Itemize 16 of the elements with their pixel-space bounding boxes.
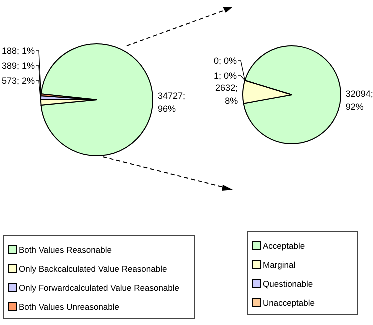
data-label: 34727; 96% — [158, 91, 186, 114]
legend-label: Marginal — [263, 260, 296, 270]
legend-label: Questionable — [263, 278, 314, 288]
legend-label: Only Forwardcalculated Value Reasonable — [19, 282, 180, 292]
legend-label: Unacceptable — [263, 298, 315, 308]
data-label: 188; 1% — [2, 46, 35, 56]
data-label: 2632; 8% — [216, 82, 238, 106]
legend-label: Acceptable — [263, 240, 306, 250]
data-label: 573; 2% — [2, 76, 35, 86]
text: 0; 0% — [214, 56, 237, 66]
legend-label: Both Values Reasonable — [19, 244, 112, 254]
data-label: 32094; 92% — [346, 89, 373, 112]
data-label: 389; 1% — [2, 61, 35, 71]
data-label: 1; 0% — [214, 71, 237, 81]
legend-label: Only Backcalculated Value Reasonable — [19, 264, 168, 274]
legend-label: Both Values Unreasonable — [19, 302, 120, 312]
